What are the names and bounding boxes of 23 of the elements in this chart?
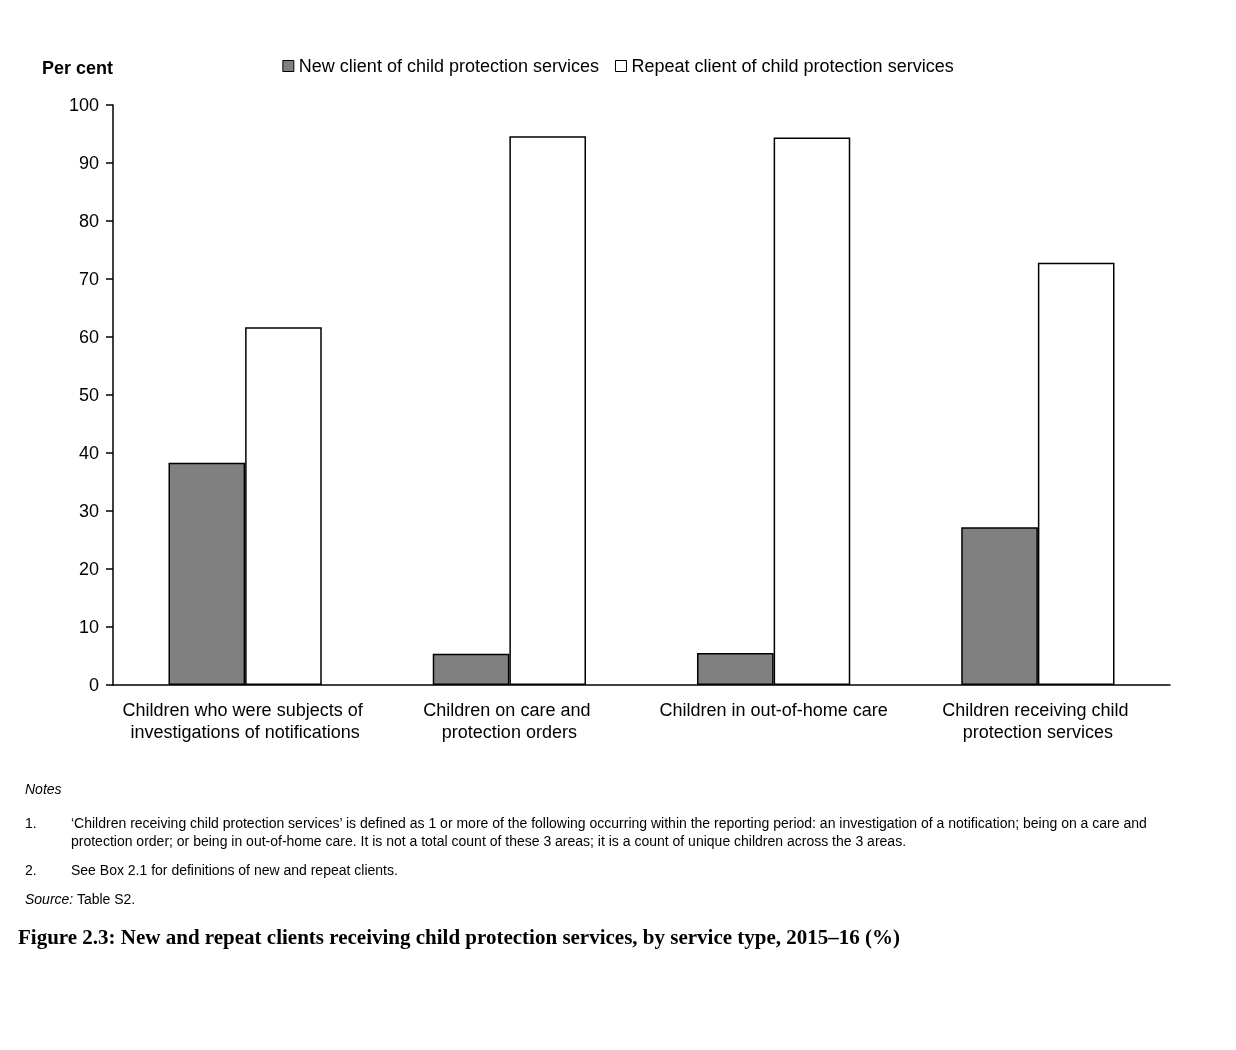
- text: 1. ‘Children receiving child protection services’ is defined as 1 or more of the following occurring within the reporting period: an investigation of a notification; being on a care and protection order; or being in out-of-home care. It is not a total count of these 3 areas; it is a count of unique children across the 3 areas.: [25, 815, 1147, 849]
- y-tick-label: 40: [78, 443, 99, 463]
- y-tick-label: 20: [78, 559, 99, 579]
- x-tick-label: Children in out-of-home care: [659, 700, 888, 720]
- y-tick-label: 10: [78, 617, 99, 637]
- y-tick-label: 60: [78, 327, 99, 347]
- text: 2. See Box 2.1 for definitions of new and repeat clients.: [25, 862, 398, 878]
- y-tick-label: 0: [88, 675, 99, 695]
- text: Notes: [25, 780, 63, 798]
- source-note: Source: Table S2.: [25, 890, 137, 908]
- x-tick-label: Children who were subjects of investigations of notifications: [122, 700, 368, 742]
- legend-label: New client of child protection services: [298, 56, 599, 76]
- y-tick-label: 80: [78, 211, 99, 231]
- x-tick-label: Children on care and protection orders: [423, 700, 596, 742]
- y-tick-label: 70: [78, 269, 99, 289]
- y-tick-label: 50: [78, 385, 99, 405]
- text: Figure 2.3: New and repeat clients receiving child protection services, by service type, 2015–16 (%): [17, 924, 902, 950]
- y-tick-label: 30: [78, 501, 99, 521]
- y-tick-label: 100: [68, 95, 99, 115]
- legend-label: Repeat client of child protection services: [631, 56, 954, 76]
- y-tick-label: 90: [78, 153, 99, 173]
- x-tick-label: Children receiving child protection services: [942, 700, 1134, 742]
- y-axis-title: Per cent: [41, 58, 113, 78]
